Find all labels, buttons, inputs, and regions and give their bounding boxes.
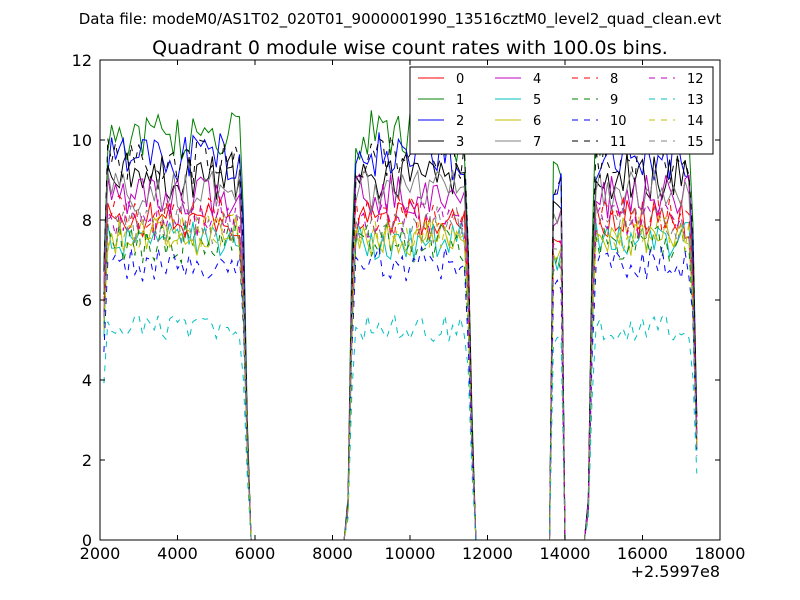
series-line-10 <box>103 245 698 541</box>
legend-label-3: 3 <box>456 135 464 150</box>
legend-label-11: 11 <box>610 135 627 150</box>
x-tick-label: 16000 <box>617 544 668 563</box>
series-line-9 <box>103 224 698 541</box>
legend-label-1: 1 <box>456 93 464 108</box>
legend-label-6: 6 <box>533 114 541 129</box>
x-tick-label: 14000 <box>540 544 591 563</box>
y-tick-label: 10 <box>72 131 92 150</box>
legend-label-7: 7 <box>533 135 541 150</box>
legend-label-14: 14 <box>687 114 704 129</box>
series-line-2 <box>103 131 698 541</box>
series-line-11 <box>103 135 698 541</box>
legend-box <box>409 66 714 155</box>
legend-label-8: 8 <box>610 72 618 87</box>
legend-label-9: 9 <box>610 93 618 108</box>
legend-label-13: 13 <box>687 93 704 108</box>
legend-label-2: 2 <box>456 114 464 129</box>
series-line-15 <box>103 205 698 541</box>
x-tick-label: 12000 <box>462 544 513 563</box>
series-line-6 <box>103 215 698 541</box>
x-tick-label: 10000 <box>385 544 436 563</box>
legend-label-0: 0 <box>456 72 464 87</box>
y-tick-label: 4 <box>82 371 92 390</box>
x-tick-label: 4000 <box>157 544 198 563</box>
x-tick-label: 2000 <box>80 544 121 563</box>
y-tick-label: 0 <box>82 531 92 550</box>
legend-label-5: 5 <box>533 93 541 108</box>
legend-label-12: 12 <box>687 72 704 87</box>
x-tick-label: 18000 <box>695 544 746 563</box>
y-tick-label: 2 <box>82 451 92 470</box>
x-offset-label: +2.5997e8 <box>631 562 720 581</box>
y-tick-label: 8 <box>82 211 92 230</box>
x-tick-label: 8000 <box>312 544 353 563</box>
legend-label-4: 4 <box>533 72 541 87</box>
series-line-13 <box>103 313 698 541</box>
legend-label-15: 15 <box>687 135 704 150</box>
suptitle: Data file: modeM0/AS1T02_020T01_90000019… <box>79 10 722 29</box>
y-tick-label: 6 <box>82 291 92 310</box>
legend-label-10: 10 <box>610 114 627 129</box>
chart-title: Quadrant 0 module wise count rates with … <box>152 37 668 59</box>
series-line-7 <box>103 169 698 541</box>
axis-ticks: 2000 4000 6000 8000 10000 12000 14000 16000 1800… <box>72 51 746 563</box>
plot-area <box>103 110 698 541</box>
y-tick-label: 12 <box>72 51 92 70</box>
x-tick-label: 6000 <box>235 544 276 563</box>
